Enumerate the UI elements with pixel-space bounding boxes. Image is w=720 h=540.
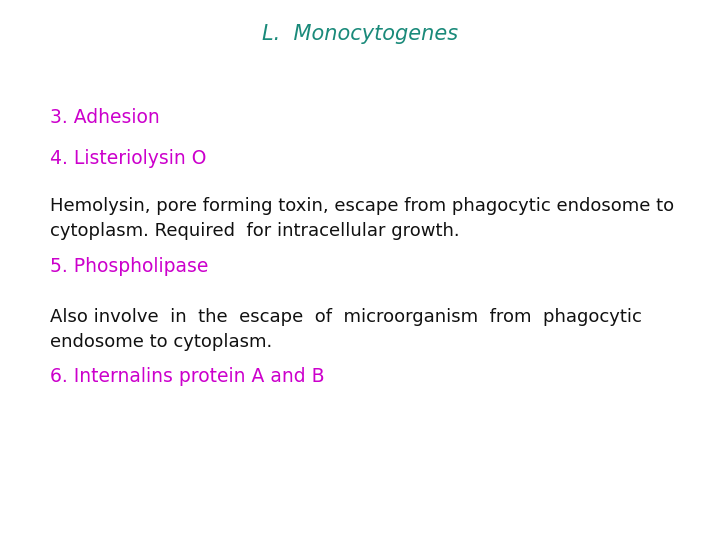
- Text: 4. Listeriolysin O: 4. Listeriolysin O: [50, 148, 207, 167]
- Text: 6. Internalins protein A and B: 6. Internalins protein A and B: [50, 367, 325, 386]
- Text: Hemolysin, pore forming toxin, escape from phagocytic endosome to
cytoplasm. Req: Hemolysin, pore forming toxin, escape fr…: [50, 197, 675, 240]
- Text: 5. Phospholipase: 5. Phospholipase: [50, 256, 209, 275]
- Text: L.  Monocytogenes: L. Monocytogenes: [262, 24, 458, 44]
- Text: 3. Adhesion: 3. Adhesion: [50, 108, 160, 127]
- Text: Also involve  in  the  escape  of  microorganism  from  phagocytic
endosome to c: Also involve in the escape of microorgan…: [50, 308, 642, 351]
